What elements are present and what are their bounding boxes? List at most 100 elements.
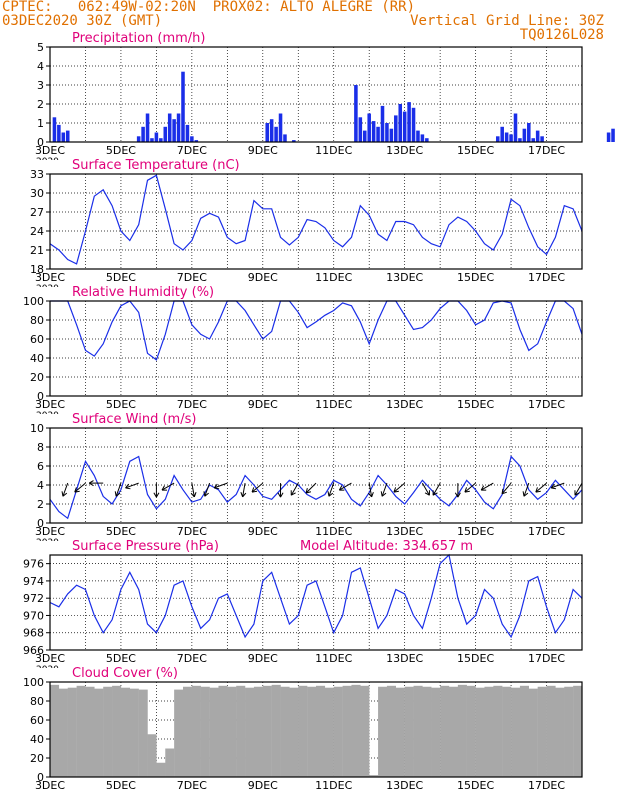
precip-bar — [278, 113, 283, 142]
y-tick-label-wind: 0 — [37, 517, 44, 530]
cloud-bar — [484, 686, 494, 777]
x-tick-label-temp: 15DEC — [457, 271, 494, 284]
cloud-bar — [85, 686, 95, 777]
cloud-bar — [58, 688, 68, 777]
cloud-bar — [413, 685, 423, 777]
precip-bar — [518, 138, 522, 142]
x-tick-label-press: 5DEC — [106, 652, 136, 665]
wind-arrow-head — [240, 492, 247, 498]
panel-title-temp: Surface Temperature (nC) — [72, 158, 240, 173]
precip-bar — [150, 138, 154, 142]
wind-arrow — [214, 482, 228, 489]
y-tick-label-wind: 6 — [37, 460, 44, 473]
cloud-bar — [519, 685, 529, 777]
cloud-bar — [511, 687, 521, 777]
x-tick-label-cloud: 17DEC — [528, 779, 565, 792]
y-tick-label-rh: 20 — [30, 371, 44, 384]
wind-arrow-head — [251, 487, 258, 493]
wind-arrow-head — [161, 485, 168, 491]
panel-title-precip: Precipitation (mm/h) — [72, 31, 205, 46]
precip-bar — [283, 134, 287, 142]
wind-arrow-head — [522, 491, 529, 497]
wind-arrow-head — [125, 483, 131, 490]
wind-arrow — [432, 482, 441, 496]
wind-arrow-head — [290, 490, 296, 496]
precip-bar — [394, 115, 398, 142]
wind-arrow — [501, 482, 512, 495]
precip-bar — [504, 132, 509, 142]
cloud-bar — [112, 685, 122, 777]
cloud-bar — [528, 688, 538, 777]
y-tick-label-rh: 40 — [30, 352, 44, 365]
x-tick-label-wind: 11DEC — [315, 525, 352, 538]
panel-frame-precip — [49, 46, 583, 143]
precip-bar — [389, 128, 394, 142]
cloud-bar — [174, 689, 184, 777]
wind-arrow — [464, 482, 476, 493]
wind-arrow-head — [380, 491, 387, 497]
wind-arrow — [115, 482, 122, 497]
precip-bar — [181, 71, 185, 142]
y-tick-label-wind: 10 — [30, 422, 44, 435]
wind-arrow-head — [305, 488, 312, 494]
wind-arrow-head — [213, 483, 220, 490]
x-sub-label-wind: 2020 — [36, 538, 59, 548]
x-tick-label-wind: 17DEC — [528, 525, 565, 538]
cloud-bar — [555, 687, 565, 777]
cloud-bar — [103, 686, 113, 777]
panel-frame-press — [49, 554, 583, 651]
x-tick-label-precip: 11DEC — [315, 144, 352, 157]
cloud-bar — [307, 686, 317, 777]
cloud-bar — [324, 687, 334, 777]
precip-bar — [527, 123, 531, 142]
precip-bar — [420, 134, 425, 142]
x-tick-label-press: 7DEC — [177, 652, 207, 665]
y-tick-label-press: 970 — [23, 609, 44, 622]
precip-bar — [57, 124, 61, 142]
wind-arrow-head — [338, 485, 345, 491]
panel-frame-wind — [49, 427, 583, 524]
cloud-bar — [67, 687, 77, 777]
header-model-code: TQ0126L028 — [519, 27, 604, 43]
wind-arrow — [368, 483, 373, 497]
cloud-bar — [183, 686, 193, 777]
cloud-bar — [191, 685, 201, 777]
y-tick-label-cloud: 80 — [30, 695, 44, 708]
wind-arrow-head — [574, 490, 580, 496]
precip-bar — [154, 132, 159, 142]
x-tick-label-wind: 5DEC — [106, 525, 136, 538]
y-tick-label-rh: 60 — [30, 333, 44, 346]
x-tick-label-rh: 11DEC — [315, 398, 352, 411]
precip-bar — [354, 85, 358, 142]
cloud-bar — [475, 687, 485, 777]
cloud-bar — [156, 762, 166, 777]
model-altitude-label: Model Altitude: 334.657 m — [300, 539, 473, 554]
precip-bar — [265, 123, 270, 142]
cloud-bar — [120, 687, 130, 777]
cloud-bar — [360, 685, 370, 777]
x-sub-label-precip: 2020 — [36, 157, 59, 167]
precip-bar — [606, 132, 611, 142]
y-tick-label-precip: 0 — [37, 136, 44, 149]
precip-bar — [495, 136, 500, 142]
y-tick-label-cloud: 100 — [23, 676, 44, 689]
wind-arrow — [125, 482, 139, 489]
x-tick-label-temp: 11DEC — [315, 271, 352, 284]
y-tick-label-precip: 3 — [37, 79, 44, 92]
cloud-bar — [457, 684, 467, 777]
wind-arrow — [393, 482, 405, 493]
wind-arrow — [62, 482, 69, 497]
x-tick-label-wind: 7DEC — [177, 525, 207, 538]
precip-bar — [385, 123, 389, 142]
wind-arrow-head — [153, 492, 160, 498]
y-tick-label-precip: 2 — [37, 98, 44, 111]
cloud-bar — [147, 734, 157, 777]
precip-bar — [159, 138, 163, 142]
cloud-bar — [289, 687, 299, 777]
wind-arrow-head — [61, 491, 68, 497]
cloud-bar — [333, 686, 343, 777]
panel-frame-cloud — [49, 681, 583, 778]
wind-arrow — [339, 482, 352, 491]
x-tick-label-precip: 15DEC — [457, 144, 494, 157]
wind-arrow-head — [480, 485, 487, 491]
